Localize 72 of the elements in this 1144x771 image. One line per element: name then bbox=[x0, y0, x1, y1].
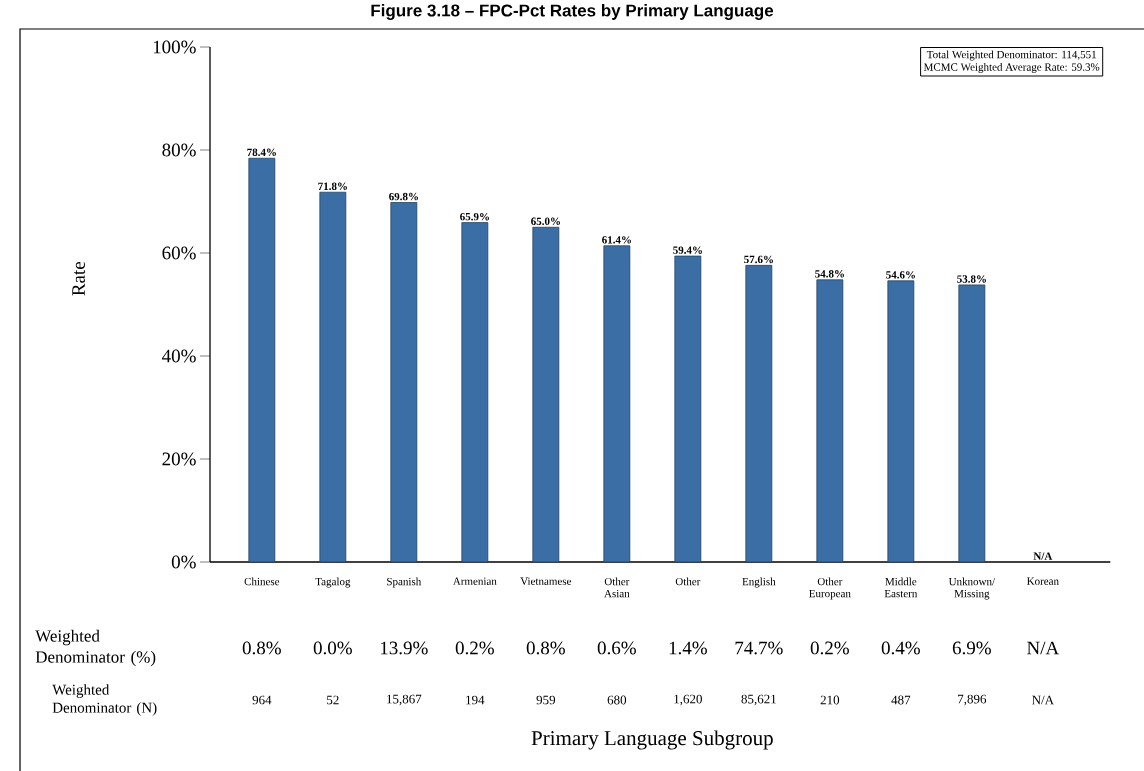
text: 7,896 bbox=[958, 694, 987, 706]
x-tick-label: Other bbox=[675, 577, 701, 586]
x-tick-label: Unknown/ Missing bbox=[948, 577, 996, 600]
data-label: 54.8% bbox=[815, 270, 844, 278]
text: 52 bbox=[327, 695, 339, 705]
text: 0.8% bbox=[242, 641, 281, 655]
y-tick-label: 20% bbox=[162, 452, 196, 466]
data-label: 57.6% bbox=[744, 255, 773, 264]
x-tick-label: Armenian bbox=[452, 577, 497, 585]
text: 194 bbox=[466, 695, 485, 705]
x-tick-label: Tagalog bbox=[315, 577, 351, 588]
text: 13.9% bbox=[380, 641, 428, 655]
text: 964 bbox=[252, 695, 272, 705]
y-tick-label: 80% bbox=[162, 143, 196, 157]
x-tick-label: Other European bbox=[809, 577, 851, 600]
y-tick-label: 100% bbox=[153, 40, 196, 54]
x-tick-label: English bbox=[742, 577, 776, 588]
y-tick-label: 60% bbox=[162, 246, 196, 260]
chart-title: Figure 3.18 – FPC-Pct Rates by Primary Language bbox=[371, 4, 774, 20]
text: 680 bbox=[607, 695, 627, 705]
text: 0.2% bbox=[455, 641, 494, 655]
bar bbox=[958, 284, 986, 563]
text: Weighted Denominator (%) bbox=[35, 629, 156, 667]
text: 0.2% bbox=[810, 641, 849, 655]
data-label: 78.4% bbox=[247, 148, 276, 157]
text: N/A bbox=[1033, 552, 1053, 560]
data-label: 61.4% bbox=[602, 236, 631, 244]
text: 0.0% bbox=[313, 641, 352, 655]
annotation: Total Weighted Denominator: 114,551 bbox=[926, 50, 1096, 61]
data-label: 69.8% bbox=[389, 192, 418, 201]
x-tick-label: Vietnamese bbox=[520, 577, 572, 585]
data-label: 59.4% bbox=[673, 246, 702, 254]
text: N/A bbox=[1027, 641, 1060, 655]
bar bbox=[248, 157, 276, 563]
text: 0.8% bbox=[526, 641, 565, 655]
bar bbox=[674, 255, 702, 563]
bar bbox=[603, 245, 631, 563]
bar bbox=[461, 222, 489, 563]
text: 1.4% bbox=[669, 641, 707, 655]
text: N/A bbox=[1032, 695, 1054, 705]
x-tick-label: Spanish bbox=[387, 577, 422, 588]
text: Weighted Denominator (N) bbox=[52, 684, 157, 716]
data-label: 71.8% bbox=[318, 182, 347, 191]
text: 487 bbox=[891, 695, 911, 705]
bar bbox=[887, 280, 915, 563]
text: 0.4% bbox=[881, 641, 920, 655]
bar bbox=[319, 191, 347, 563]
y-axis-title: Rate bbox=[72, 261, 85, 296]
annotation: MCMC Weighted Average Rate: 59.3% bbox=[923, 63, 1100, 73]
x-tick-label: Middle Eastern bbox=[884, 577, 918, 598]
data-label: 65.9% bbox=[460, 212, 489, 221]
text: 1,620 bbox=[674, 694, 702, 706]
x-tick-label: Korean bbox=[1026, 577, 1059, 585]
x-tick-label: Other Asian bbox=[604, 577, 630, 598]
text: 74.7% bbox=[735, 641, 783, 655]
y-tick-label: 0% bbox=[171, 555, 196, 569]
y-tick-label: 40% bbox=[162, 349, 196, 363]
data-label: 53.8% bbox=[957, 275, 986, 283]
x-tick-label: Chinese bbox=[244, 577, 280, 586]
data-label: 54.6% bbox=[886, 271, 915, 279]
bar bbox=[390, 202, 418, 563]
text: 6.9% bbox=[952, 641, 991, 655]
bar bbox=[532, 226, 560, 563]
text: 959 bbox=[536, 695, 556, 705]
text: 15,867 bbox=[387, 694, 422, 706]
bar bbox=[816, 279, 844, 563]
text: 0.6% bbox=[597, 641, 636, 655]
data-label: 65.0% bbox=[531, 217, 560, 226]
bar bbox=[745, 264, 773, 563]
text: Primary Language Subgroup bbox=[531, 730, 773, 750]
text: 85,621 bbox=[741, 694, 776, 706]
text: 210 bbox=[820, 695, 840, 705]
